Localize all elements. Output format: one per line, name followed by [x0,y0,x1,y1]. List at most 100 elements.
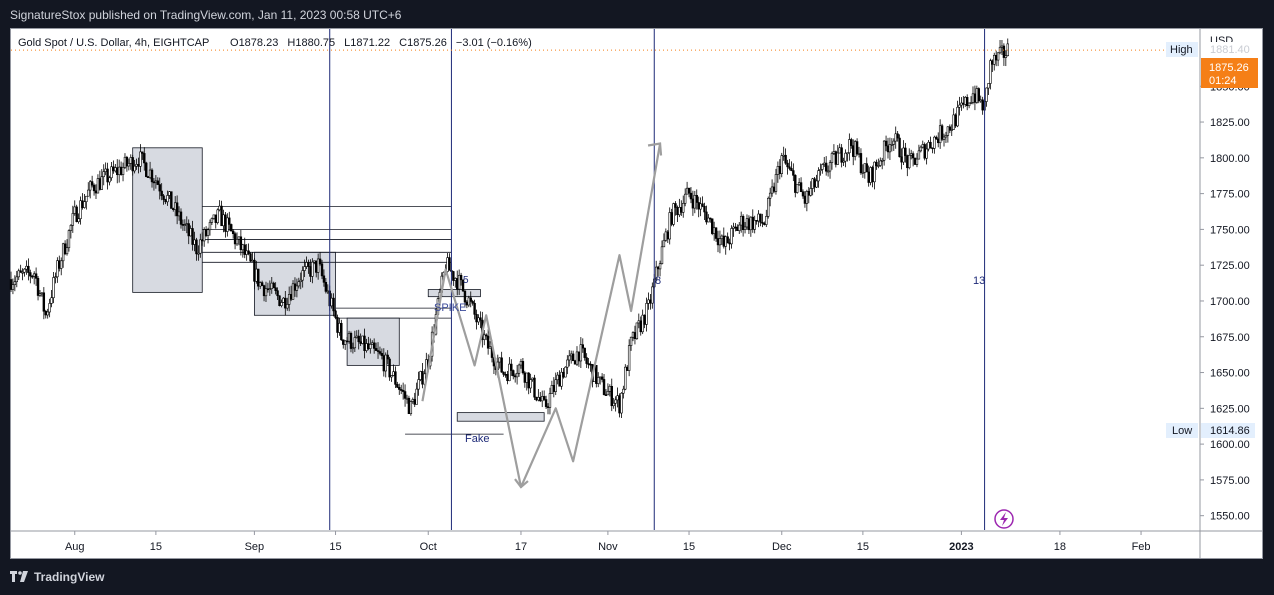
candle-body [299,279,302,283]
chart-frame[interactable] [10,28,1263,559]
candle [562,367,565,379]
candle [521,358,525,375]
candle [641,309,644,335]
candle-body [75,206,78,223]
candle [119,161,123,176]
candle [931,147,934,154]
candle [960,97,963,111]
candle [405,394,409,404]
candle [15,270,18,288]
candle-body [975,88,979,103]
candle-body [378,351,382,354]
candle [357,329,360,350]
candle [143,147,146,171]
candle-body [852,145,855,157]
candle [473,299,476,320]
candle-body [689,192,693,200]
candle-body [685,187,689,195]
candle [618,393,621,418]
price-axis[interactable]: 1550.00 1575.00 1600.00 1625.00 1650.00 1675.… [1200,81,1250,523]
candle-body [622,388,625,394]
candle-body [612,402,615,407]
candle [152,177,156,191]
candle [821,163,824,174]
candle [243,237,246,259]
candle [291,280,295,300]
candle-body [363,335,366,351]
candle [940,123,944,142]
candle-body [896,133,899,139]
candle [264,281,268,303]
candle [403,384,407,407]
candle-body [320,263,324,277]
candle [672,202,675,227]
candle-body [129,157,132,164]
candle-body [452,271,455,281]
candle [183,219,187,231]
candle [206,227,210,244]
candle-body [882,140,886,161]
candle [571,350,575,362]
candle-body [699,203,702,210]
candle-body [392,371,395,376]
candle [668,207,671,245]
candle [765,209,768,228]
time-tick-label: Nov [598,541,618,553]
candle [81,193,84,210]
tradingview-logo[interactable]: TradingView [10,569,104,585]
candle [952,108,955,130]
candle-body [660,246,664,265]
candle [815,174,818,188]
candle [587,358,590,369]
candle-body [633,332,637,340]
candle-body [627,345,631,371]
candle-body [268,288,272,290]
candle-body [85,195,88,203]
candle [533,374,536,400]
candle-body [751,216,754,230]
candle-body [618,395,621,414]
candle-body [264,288,268,297]
candle-body [747,218,751,231]
candle-body [643,314,646,325]
candle [131,154,134,176]
candle-body [291,283,295,300]
candle [463,290,467,307]
candle [338,317,341,336]
vline-label-13: 13 [973,275,985,287]
candle [158,177,161,200]
candle [908,148,911,170]
candle-body [349,332,353,349]
candle-body [784,154,787,164]
candle-body [208,222,212,231]
candle [117,159,121,183]
candle [660,240,664,265]
time-axis[interactable]: Aug 15 Sep 15 Oct 17 Nov 15 Dec 15 2023 18 Feb [65,531,1151,553]
lightning-icon[interactable] [994,509,1014,529]
candle-body [112,166,115,172]
candle [79,196,82,225]
price-tick-label: 1750.00 [1210,224,1250,236]
candle [807,187,810,204]
candle-body [736,226,739,231]
candle-body [967,102,971,107]
candle-body [556,374,559,381]
candle [29,269,32,284]
candle [65,239,69,256]
candle-body [355,335,358,338]
time-tick-label: Aug [65,541,85,553]
candle [564,366,567,378]
candle [392,364,395,377]
candle [651,282,654,309]
candle [828,160,832,179]
candle [268,280,272,296]
last-price-tag: 1875.26 01:24 [1201,58,1258,88]
candle [214,214,217,229]
candle [602,373,606,396]
candle [867,165,870,187]
candle-body [602,379,606,395]
candle [904,142,907,163]
candle-body [790,168,793,171]
candle-body [374,348,378,351]
